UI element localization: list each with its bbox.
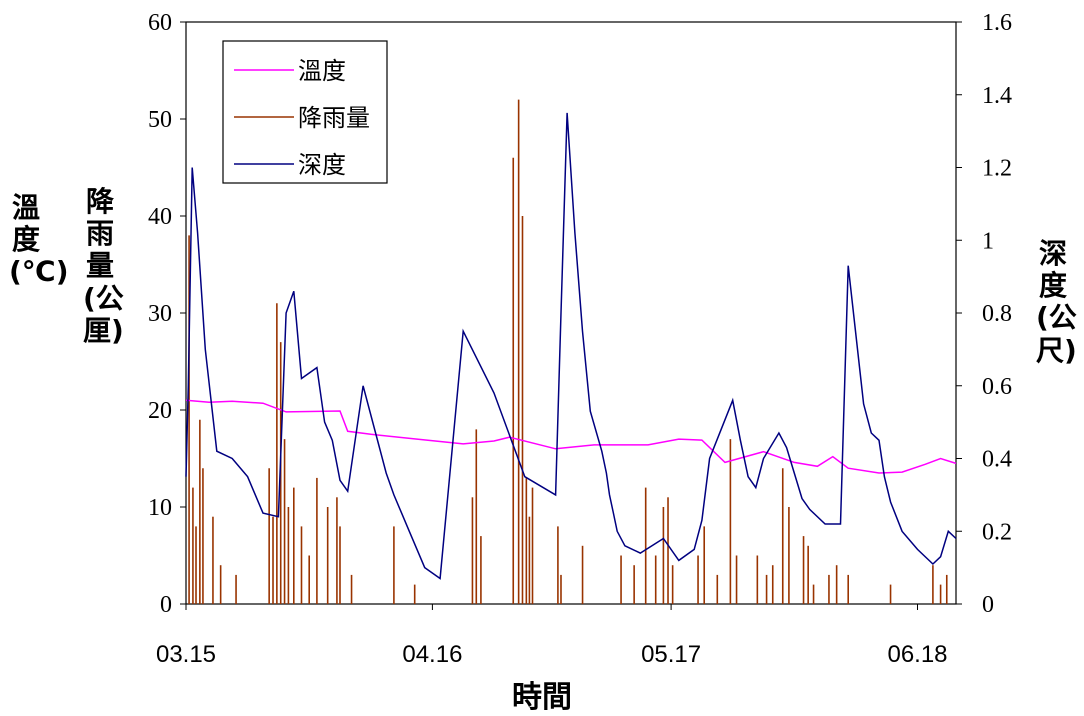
temperature-line (185, 399, 957, 474)
legend: 溫度 降雨量 深度 (222, 40, 388, 184)
right-axis-ticks: 0 0.2 0.4 0.6 0.8 1 1.2 1.4 1.6 (956, 10, 1012, 618)
right-tick-label: 0.2 (982, 519, 1012, 545)
legend-label-depth: 深度 (298, 151, 346, 179)
right-tick-label: 1.6 (982, 10, 1012, 36)
left-tick-label: 60 (148, 10, 172, 36)
right-tick-label: 0 (982, 592, 994, 618)
left-tick-label: 30 (148, 301, 172, 327)
x-tick-label: 04.16 (402, 641, 462, 668)
legend-label-rainfall: 降雨量 (298, 104, 370, 132)
left-tick-label: 50 (148, 107, 172, 133)
x-axis-label: 時間 (512, 680, 572, 715)
y-axis-label-depth: 深度(公尺) (1036, 237, 1077, 367)
series-layer (185, 99, 957, 604)
right-tick-label: 1.4 (982, 83, 1012, 109)
right-tick-label: 0.4 (982, 447, 1012, 473)
x-axis-ticks: 03.15 04.16 05.17 06.18 (156, 604, 948, 668)
left-tick-label: 0 (160, 592, 172, 618)
depth-line (185, 112, 957, 580)
right-tick-label: 0.6 (982, 374, 1012, 400)
right-tick-label: 0.8 (982, 301, 1012, 327)
y-axis-label-rainfall: 降雨量(公厘) (83, 185, 124, 347)
left-tick-label: 20 (148, 398, 172, 424)
left-tick-label: 40 (148, 204, 172, 230)
x-tick-label: 03.15 (156, 641, 216, 668)
x-tick-label: 05.17 (641, 641, 701, 668)
x-tick-label: 06.18 (887, 641, 947, 668)
y-axis-label-temperature: 溫度(℃) (9, 191, 69, 289)
legend-label-temperature: 溫度 (298, 57, 346, 85)
right-tick-label: 1.2 (982, 156, 1012, 182)
left-axis-ticks: 0 10 20 30 40 50 60 (148, 10, 186, 618)
right-tick-label: 1 (982, 228, 994, 254)
left-tick-label: 10 (148, 495, 172, 521)
legend-box (222, 40, 388, 184)
